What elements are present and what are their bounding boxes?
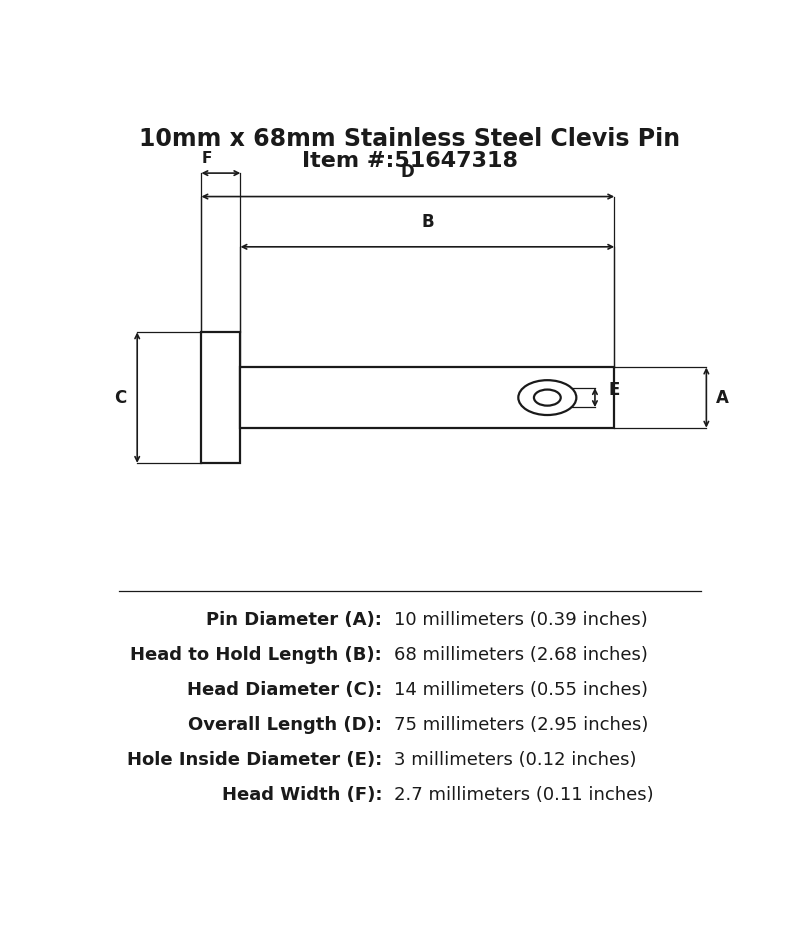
Text: Pin Diameter (A):: Pin Diameter (A): [206, 611, 382, 629]
Text: Hole Inside Diameter (E):: Hole Inside Diameter (E): [127, 750, 382, 769]
Text: D: D [401, 163, 414, 181]
Text: 3 millimeters (0.12 inches): 3 millimeters (0.12 inches) [394, 750, 637, 769]
Text: E: E [609, 381, 620, 399]
Text: 75 millimeters (2.95 inches): 75 millimeters (2.95 inches) [394, 716, 649, 734]
Bar [202, 332, 241, 463]
Text: Item #:51647318: Item #:51647318 [302, 150, 518, 171]
Text: B: B [421, 213, 434, 231]
Text: 68 millimeters (2.68 inches): 68 millimeters (2.68 inches) [394, 646, 648, 664]
Bar [241, 367, 614, 428]
Text: Head Width (F):: Head Width (F): [222, 785, 382, 803]
Text: F: F [202, 150, 213, 166]
Text: Overall Length (D):: Overall Length (D): [188, 716, 382, 734]
Text: 2.7 millimeters (0.11 inches): 2.7 millimeters (0.11 inches) [394, 785, 654, 803]
Text: A: A [715, 389, 728, 407]
Text: 10mm x 68mm Stainless Steel Clevis Pin: 10mm x 68mm Stainless Steel Clevis Pin [139, 127, 681, 151]
Text: C: C [114, 389, 126, 407]
Text: 10 millimeters (0.39 inches): 10 millimeters (0.39 inches) [394, 611, 648, 629]
Ellipse shape [518, 380, 576, 415]
Text: Head Diameter (C):: Head Diameter (C): [187, 681, 382, 699]
Text: 14 millimeters (0.55 inches): 14 millimeters (0.55 inches) [394, 681, 649, 699]
Ellipse shape [534, 390, 561, 406]
Text: Head to Hold Length (B):: Head to Hold Length (B): [130, 646, 382, 664]
